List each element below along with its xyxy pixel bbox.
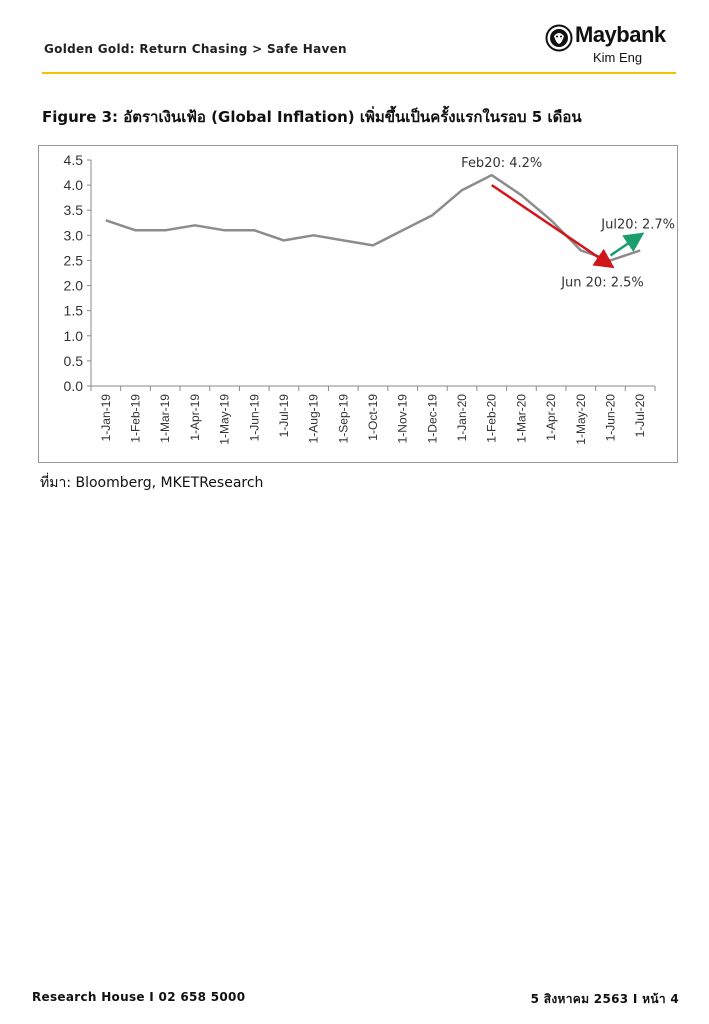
rise-arrow (609, 232, 645, 257)
y-tick-label: 2.5 (64, 252, 84, 268)
annotation-label: Jun 20: 2.5% (560, 275, 644, 290)
y-tick-label: 4.5 (64, 152, 84, 168)
x-tick-label: 1-Nov-19 (396, 394, 410, 444)
logo-sub-text: Kim Eng (593, 50, 643, 65)
x-tick-label: 1-Apr-20 (544, 394, 558, 441)
x-tick-label: 1-Mar-19 (158, 394, 172, 443)
x-tick-label: 1-Apr-19 (188, 394, 202, 441)
maybank-logo: Maybank Kim Eng (545, 20, 673, 68)
x-tick-label: 1-Aug-19 (307, 394, 321, 444)
x-tick-label: 1-Jun-19 (247, 394, 261, 442)
annotation-label: Feb20: 4.2% (461, 156, 542, 171)
decline-arrow (491, 184, 615, 269)
x-tick-label: 1-Jul-19 (277, 394, 291, 438)
logo-main-text: Maybank (575, 22, 666, 47)
figure-title: Figure 3: อัตราเงินเฟ้อ (Global Inflatio… (42, 108, 582, 126)
y-tick-label: 1.5 (64, 303, 84, 319)
x-tick-label: 1-Oct-19 (366, 394, 380, 441)
x-tick-label: 1-Sep-19 (336, 394, 350, 444)
x-tick-label: 1-Feb-20 (485, 394, 499, 443)
x-tick-label: 1-Mar-20 (514, 394, 528, 443)
header-rule (42, 72, 676, 74)
footer-contact: Research House I 02 658 5000 (32, 990, 246, 1004)
x-tick-label: 1-Feb-19 (129, 394, 143, 443)
y-tick-label: 1.0 (64, 328, 84, 344)
y-tick-label: 0.5 (64, 353, 84, 369)
chart-frame: 0.0 0.5 1.0 1.5 2.0 2.5 3.0 3.5 4.0 4.5 1-Jan-19 1-… (38, 145, 678, 463)
y-tick-label: 3.0 (64, 227, 84, 243)
y-tick-label: 4.0 (64, 177, 84, 193)
maybank-tiger-icon (545, 24, 573, 52)
x-tick-label: 1-Jan-20 (455, 394, 469, 442)
inflation-series-line (105, 173, 641, 262)
x-tick-label: 1-Jun-20 (603, 394, 617, 442)
figure-source: ที่มา: Bloomberg, MKETResearch (40, 475, 264, 491)
y-tick-label: 2.0 (64, 278, 84, 294)
inflation-line-chart: 0.0 0.5 1.0 1.5 2.0 2.5 3.0 3.5 4.0 4.5 1-Jan-19 1-… (64, 152, 676, 445)
x-tick-label: 1-Jul-20 (633, 394, 647, 438)
y-tick-label: 3.5 (64, 202, 84, 218)
x-tick-label: 1-May-20 (574, 394, 588, 445)
footer-date-page: 5 สิงหาคม 2563 I หน้า 4 (530, 992, 679, 1006)
x-tick-label: 1-Jan-19 (99, 394, 113, 442)
annotation-label: Jul20: 2.7% (600, 217, 675, 232)
y-tick-label: 0.0 (64, 378, 84, 394)
header-title: Golden Gold: Return Chasing > Safe Haven (44, 42, 347, 56)
x-tick-label: 1-May-19 (218, 394, 232, 445)
x-tick-label: 1-Dec-19 (425, 394, 439, 444)
